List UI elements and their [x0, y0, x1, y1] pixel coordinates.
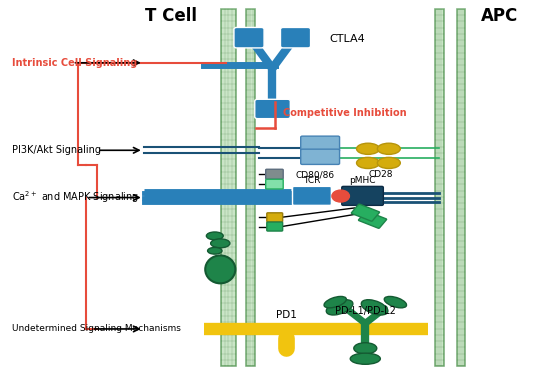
Ellipse shape — [377, 158, 400, 168]
FancyBboxPatch shape — [342, 186, 383, 206]
FancyBboxPatch shape — [266, 169, 283, 179]
Ellipse shape — [207, 248, 222, 254]
Bar — [435, 9, 443, 366]
FancyBboxPatch shape — [234, 27, 264, 48]
Text: Undetermined Signaling Mechanisms: Undetermined Signaling Mechanisms — [12, 324, 181, 333]
Text: PD1: PD1 — [276, 310, 296, 320]
Ellipse shape — [326, 300, 353, 315]
Bar — [246, 9, 255, 366]
FancyBboxPatch shape — [301, 136, 339, 152]
Text: TCR: TCR — [303, 176, 320, 185]
Ellipse shape — [350, 353, 381, 364]
Ellipse shape — [205, 255, 235, 284]
FancyBboxPatch shape — [351, 204, 379, 221]
Ellipse shape — [361, 300, 388, 315]
FancyBboxPatch shape — [267, 213, 283, 222]
Text: pMHC: pMHC — [349, 176, 376, 185]
FancyBboxPatch shape — [293, 186, 331, 206]
Text: T Cell: T Cell — [145, 7, 197, 25]
Bar — [221, 9, 236, 366]
Text: Intrinsic Cell Signaling: Intrinsic Cell Signaling — [12, 58, 138, 68]
Text: CD28: CD28 — [368, 170, 393, 178]
Ellipse shape — [384, 297, 406, 308]
Text: Ca$^{2+}$ and MAPK Signaling: Ca$^{2+}$ and MAPK Signaling — [12, 190, 139, 206]
FancyBboxPatch shape — [255, 99, 290, 118]
Bar — [456, 9, 465, 366]
Text: APC: APC — [481, 7, 518, 25]
Ellipse shape — [354, 343, 377, 354]
Ellipse shape — [324, 297, 346, 308]
Text: PI3K/Akt Signaling: PI3K/Akt Signaling — [12, 145, 101, 155]
Text: Competitive Inhibition: Competitive Inhibition — [283, 108, 407, 118]
Circle shape — [332, 190, 349, 202]
Ellipse shape — [356, 143, 380, 154]
Text: PD-L1/PD-L2: PD-L1/PD-L2 — [335, 306, 396, 316]
FancyBboxPatch shape — [359, 211, 387, 228]
FancyBboxPatch shape — [267, 222, 283, 231]
Ellipse shape — [206, 232, 223, 240]
Ellipse shape — [377, 143, 400, 154]
Ellipse shape — [356, 158, 380, 168]
FancyBboxPatch shape — [280, 27, 311, 48]
Ellipse shape — [211, 239, 230, 248]
FancyBboxPatch shape — [266, 179, 283, 189]
Text: CTLA4: CTLA4 — [329, 34, 365, 44]
Text: CD80/86: CD80/86 — [295, 171, 334, 180]
FancyBboxPatch shape — [301, 149, 339, 164]
